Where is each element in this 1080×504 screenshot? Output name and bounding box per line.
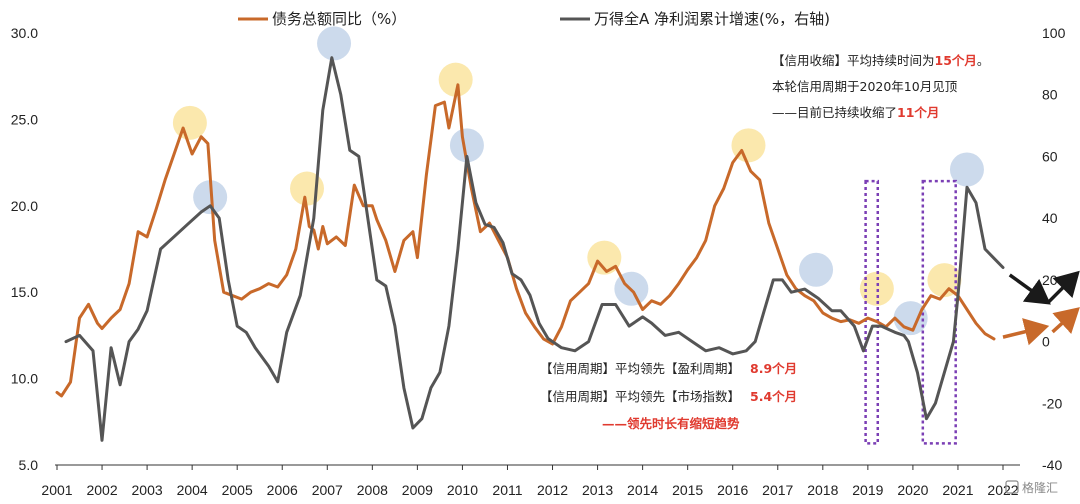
highlight-circles [172,26,984,336]
x-tick-marks [56,465,1004,470]
y-left-tick-30.0: 30.0 [11,25,38,41]
legend-label-profit: 万得全A 净利润累计增速(%，右轴) [594,10,830,28]
legend: 债务总额同比（%） 万得全A 净利润累计增速(%，右轴) [238,10,830,28]
x-tick-label-2020: 2020 [897,482,928,498]
x-tick-label-2005: 2005 [222,482,253,498]
x-tick-label-2022: 2022 [987,482,1018,498]
x-tick-label-2002: 2002 [86,482,117,498]
lead-annotation-line3: ——领先时长有缩短趋势 [602,416,740,431]
x-tick-label-2008: 2008 [357,482,388,498]
x-tick-label-2003: 2003 [132,482,163,498]
lead-annotation: 【信用周期】平均领先【盈利周期】 8.9个月 【信用周期】平均领先【市场指数】 5.… [540,361,797,431]
x-tick-label-2001: 2001 [41,482,72,498]
highlight-circle-12 [927,263,962,298]
highlight-circle-3 [317,26,352,61]
lead-annotation-line1: 【信用周期】平均领先【盈利周期】 8.9个月 [540,361,797,376]
x-tick-label-2006: 2006 [267,482,298,498]
highlight-circle-13 [949,152,984,187]
y-right-tick-20: 20 [1042,272,1058,288]
x-tick-label-2016: 2016 [717,482,748,498]
y-left-tick-10.0: 10.0 [11,371,38,387]
watermark: 格隆汇 [1005,480,1058,495]
x-tick-label-2015: 2015 [672,482,703,498]
y-left-tick-25.0: 25.0 [11,111,38,127]
x-tick-label-2004: 2004 [177,482,208,498]
series-lines [55,56,1005,442]
trend-arrow-1 [1046,270,1080,304]
period-box-1 [921,179,957,445]
period-box-0 [864,179,880,445]
series-line-debt-growth [55,83,996,398]
y-right-tick-100: 100 [1042,25,1066,41]
x-tick-label-2011: 2011 [492,482,522,498]
highlight-circle-0 [172,105,207,140]
x-tick-labels: 2001 2002 2003 2004 2005 2006 2007 2008 2009 2010… [41,482,1018,498]
x-tick-label-2009: 2009 [402,482,433,498]
credit-annotation-line3: ——目前已持续收缩了11个月 [772,105,939,120]
y-left-tick-5.0: 5.0 [19,457,39,473]
trend-arrow-3 [1051,307,1080,334]
credit-annotation-line1: 【信用收缩】平均持续时间为15个月。 [772,53,989,68]
watermark-logo [1005,480,1019,494]
legend-label-debt: 债务总额同比（%） [272,10,406,28]
trend-arrow-2 [1002,318,1050,346]
credit-annotation: 【信用收缩】平均持续时间为15个月。 本轮信用周期于2020年10月见顶 ——目… [772,53,989,120]
x-tick-label-2010: 2010 [447,482,478,498]
highlight-circle-9 [799,252,834,287]
y-right-tick-0: 0 [1042,334,1050,350]
y-right-tick-60: 60 [1042,148,1058,164]
lead-annotation-line2: 【信用周期】平均领先【市场指数】 5.4个月 [540,389,797,404]
y-right-tick-80: 80 [1042,87,1058,103]
trend-arrow-0 [1008,273,1051,305]
y-right-tick-40: 40 [1042,210,1058,226]
x-axis: 2001 2002 2003 2004 2005 2006 2007 2008 2009 2010… [41,464,1020,498]
x-tick-label-2019: 2019 [852,482,883,498]
y-left-tick-20.0: 20.0 [11,198,38,214]
y-left-tick-labels: 30.0 25.0 20.0 15.0 10.0 5.0 [11,25,38,473]
highlight-circle-2 [290,171,325,206]
y-right-tick--40: -40 [1042,457,1062,473]
trend-arrows [1002,270,1080,346]
x-tick-label-2012: 2012 [537,482,568,498]
x-tick-label-2007: 2007 [312,482,343,498]
highlight-circle-10 [859,271,894,306]
series-line-profit-growth [64,56,1005,442]
watermark-text: 格隆汇 [1022,480,1058,495]
x-tick-label-2014: 2014 [627,482,658,498]
y-left-tick-15.0: 15.0 [11,284,38,300]
y-right-tick-labels: 100 80 60 40 20 0 -20 -40 [1042,25,1066,473]
y-right-tick--20: -20 [1042,395,1062,411]
x-tick-label-2021: 2021 [942,482,973,498]
highlight-circle-4 [438,62,473,97]
highlight-circle-5 [449,128,484,163]
x-tick-label-2018: 2018 [807,482,838,498]
x-tick-label-2017: 2017 [762,482,793,498]
credit-annotation-line2: 本轮信用周期于2020年10月见顶 [772,79,958,94]
x-tick-label-2013: 2013 [582,482,613,498]
